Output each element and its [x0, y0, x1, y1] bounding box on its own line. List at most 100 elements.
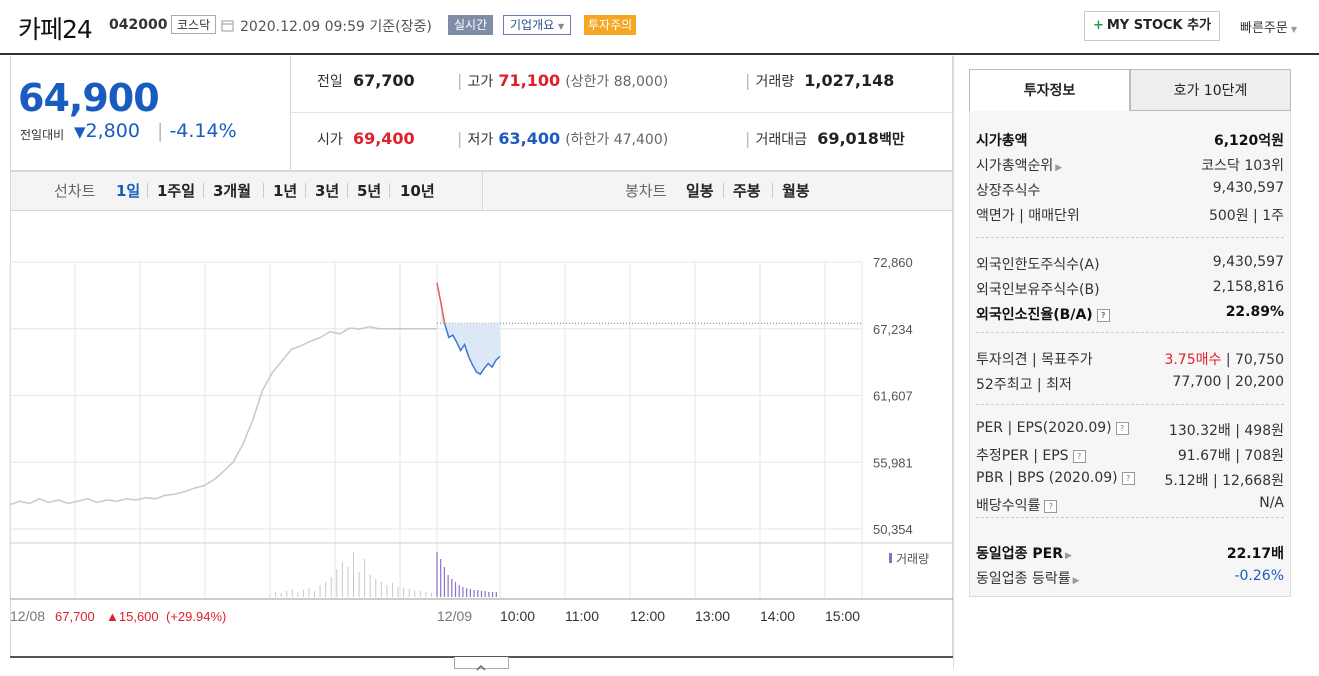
- calendar-icon: [221, 20, 234, 32]
- arrow-right-icon[interactable]: ▶: [1072, 576, 1080, 586]
- info-row-value: 130.32배 | 498원: [1168, 423, 1284, 439]
- info-divider: [976, 332, 1284, 333]
- high-label: 고가: [467, 74, 494, 90]
- period-1y[interactable]: 1년: [273, 182, 298, 200]
- invest-info-panel: [969, 111, 1291, 597]
- candle-monthly[interactable]: 월봉: [782, 182, 810, 200]
- change-amount-value: 2,800: [85, 120, 140, 142]
- trade-amount-unit: 백만: [878, 132, 905, 148]
- info-row-value: 22.89%: [1225, 304, 1284, 320]
- arrow-right-icon[interactable]: ▶: [1055, 163, 1063, 173]
- info-row-label: PBR | BPS (2020.09)?: [976, 470, 1135, 486]
- help-icon[interactable]: ?: [1121, 471, 1135, 485]
- info-row: PBR | BPS (2020.09)? 5.12배 | 12,668원: [976, 470, 1284, 492]
- info-divider: [976, 404, 1284, 405]
- period-5y[interactable]: 5년: [357, 182, 382, 200]
- change-amount: ▼2,800: [74, 120, 140, 142]
- info-row-label: 동일업종 PER ▶: [976, 546, 1072, 562]
- help-icon[interactable]: ?: [1115, 421, 1129, 435]
- separator: |: [745, 71, 751, 90]
- info-row: 시가총액순위 ▶ 코스닥 103위: [976, 155, 1284, 177]
- help-icon[interactable]: ?: [1072, 449, 1086, 463]
- period-10y[interactable]: 10년: [400, 182, 435, 200]
- info-row-label: 추정PER | EPS?: [976, 445, 1086, 465]
- chevron-up-icon: [476, 664, 486, 671]
- volume-value: 1,027,148: [804, 71, 895, 90]
- info-row: 동일업종 등락률 ▶ -0.26%: [976, 568, 1284, 590]
- corp-info-label: 기업개요: [510, 18, 555, 32]
- today-price-line: [444, 324, 501, 376]
- separator: [389, 183, 390, 198]
- market-badge: 코스닥: [171, 15, 217, 34]
- volume-legend-swatch: [889, 553, 892, 563]
- info-row-label: 액면가 | 매매단위: [976, 208, 1080, 224]
- prev-day-pct: (+29.94%): [166, 609, 226, 624]
- quick-order-menu[interactable]: 빠른주문 ▼: [1240, 17, 1297, 36]
- info-row-value: 5.12배 | 12,668원: [1164, 473, 1284, 489]
- trade-amount-cell: | 거래대금 69,018백만: [745, 129, 905, 149]
- plus-icon: +: [1092, 18, 1104, 33]
- period-1w[interactable]: 1주일: [157, 182, 196, 200]
- collapse-button[interactable]: [454, 657, 509, 671]
- prev-close-value: 67,700: [352, 71, 415, 90]
- candle-chart-label: 봉차트: [625, 182, 667, 200]
- tab-invest-info[interactable]: 투자정보: [969, 69, 1130, 111]
- quick-order-label: 빠른주문: [1240, 21, 1288, 36]
- info-row-value: 3.75매수 | 70,750: [1164, 349, 1284, 369]
- help-icon[interactable]: ?: [1096, 308, 1110, 322]
- corp-info-dropdown[interactable]: 기업개요 ▼: [503, 15, 572, 35]
- info-row: 추정PER | EPS? 91.67배 | 708원: [976, 445, 1284, 467]
- info-row: 액면가 | 매매단위 500원 | 1주: [976, 205, 1284, 227]
- help-icon[interactable]: ?: [1044, 499, 1058, 513]
- info-row-label: 외국인한도주식수(A): [976, 257, 1100, 273]
- info-row-value: 91.67배 | 708원: [1177, 448, 1284, 464]
- info-row-value: 2,158,816: [1212, 279, 1284, 295]
- info-row-label: 동일업종 등락률 ▶: [976, 571, 1080, 587]
- low-label: 저가: [467, 132, 494, 148]
- arrow-right-icon[interactable]: ▶: [1065, 551, 1072, 561]
- period-3m[interactable]: 3개월: [213, 182, 252, 200]
- change-percent: | -4.14%: [157, 120, 237, 142]
- lower-limit: (하한가 47,400): [565, 132, 669, 148]
- volume-legend-label: 거래량: [896, 552, 929, 566]
- change-label: 전일대비: [20, 128, 65, 142]
- dropdown-arrow-icon: ▼: [1290, 25, 1297, 34]
- x-tick-label: 14:00: [760, 608, 795, 624]
- info-row: 52주최고 | 최저 77,700 | 20,200: [976, 374, 1284, 396]
- info-row-value: 77,700 | 20,200: [1172, 374, 1284, 390]
- period-1d[interactable]: 1일: [116, 182, 141, 200]
- below-prev-close-area: [440, 303, 500, 375]
- info-row-value: 9,430,597: [1212, 254, 1284, 270]
- open-label: 시가: [317, 132, 343, 148]
- high-cell: | 고가 71,100 (상한가 88,000): [457, 71, 668, 91]
- realtime-badge[interactable]: 실시간: [448, 15, 494, 35]
- prev-day-change: ▲15,600: [106, 609, 159, 624]
- x-tick-label: 12/09: [437, 608, 472, 624]
- chart-period-nav: [10, 171, 953, 211]
- info-row: 시가총액 6,120억원: [976, 130, 1284, 152]
- separator: |: [457, 71, 463, 90]
- info-row-label: 외국인소진율(B/A)?: [976, 304, 1110, 324]
- info-row-label: 52주최고 | 최저: [976, 377, 1072, 393]
- period-3y[interactable]: 3년: [315, 182, 340, 200]
- prev-close-cell: 전일 67,700: [317, 71, 415, 91]
- prev-day-line: [9, 326, 437, 506]
- quote-datetime: 2020.12.09 09:59 기준(장중): [240, 16, 432, 36]
- add-my-stock-button[interactable]: + MY STOCK 추가: [1084, 11, 1220, 41]
- candle-weekly[interactable]: 주봉: [733, 182, 761, 200]
- target-price-value: | 70,750: [1221, 352, 1284, 368]
- trade-amount-value: 69,018: [817, 129, 879, 148]
- x-tick-label: 12/08: [10, 608, 45, 624]
- intraday-chart[interactable]: 72,860 67,234 61,607 55,981 50,354 거래량 12/08 12…: [0, 211, 953, 656]
- info-row-label: 시가총액: [976, 133, 1028, 149]
- tab-hoga-10[interactable]: 호가 10단계: [1130, 69, 1291, 111]
- x-tick-label: 10:00: [500, 608, 535, 624]
- candle-daily[interactable]: 일봉: [686, 182, 714, 200]
- volume-cell: | 거래량 1,027,148: [745, 71, 894, 91]
- today-up-segment: [436, 282, 446, 325]
- prev-day-close: 67,700: [55, 609, 95, 624]
- info-row-value: 500원 | 1주: [1208, 208, 1284, 224]
- separator: [263, 183, 264, 198]
- y-tick-label: 61,607: [873, 389, 913, 404]
- separator: [305, 183, 306, 198]
